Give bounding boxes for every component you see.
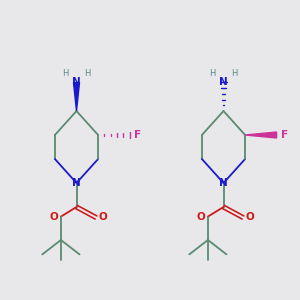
Text: O: O — [98, 212, 107, 223]
Text: O: O — [197, 212, 206, 222]
Text: H: H — [84, 69, 90, 78]
Text: O: O — [245, 212, 254, 223]
Text: N: N — [219, 178, 228, 188]
Text: H: H — [62, 69, 68, 78]
Text: H: H — [231, 69, 237, 78]
Text: O: O — [50, 212, 59, 222]
Text: F: F — [280, 130, 288, 140]
Text: N: N — [72, 178, 81, 188]
Polygon shape — [74, 82, 80, 111]
Text: N: N — [72, 77, 81, 88]
Polygon shape — [245, 132, 277, 138]
Text: F: F — [134, 130, 141, 140]
Text: N: N — [219, 77, 228, 88]
Text: H: H — [209, 69, 215, 78]
